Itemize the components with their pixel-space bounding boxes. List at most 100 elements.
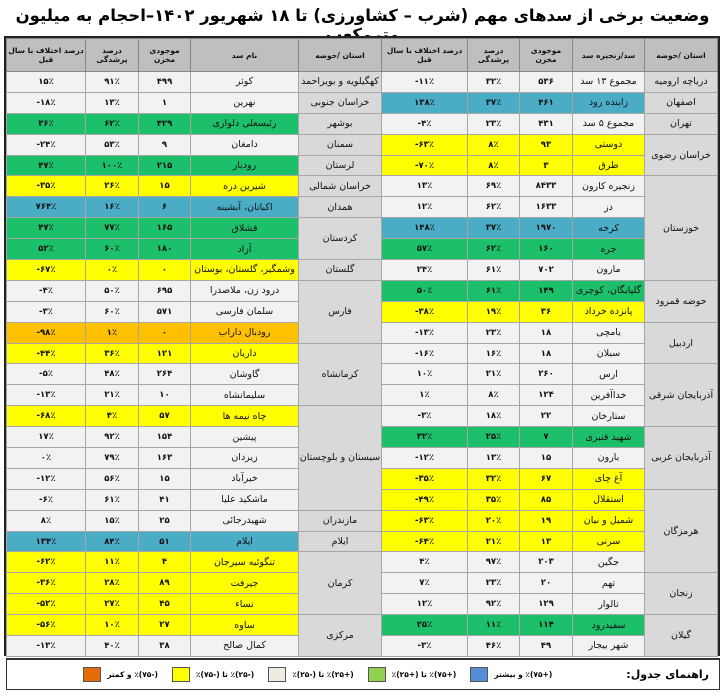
legend-label: (+۷۵)٪ تا (+۲۵)٪ [391,670,457,679]
storage-cell: ۱۴۹ [519,279,573,302]
fill-percent-cell: ۱۹٪ [467,300,520,323]
dam-name-cell: زنجیره کارون [572,175,645,198]
table-row: جره ۱۶۰ ۶۲٪ ۵۷٪ [381,238,718,261]
diff-percent-cell: -۵٪ [6,363,86,386]
legend-swatch [470,667,489,682]
storage-cell: ۱۶۳۳ [519,196,573,219]
diff-percent-cell: -۶۲٪ [6,551,86,574]
dam-name-cell: سلیمانشاه [190,384,299,407]
dam-name-cell: ماشکید علیا [190,488,299,511]
storage-cell: ۱۳ [519,530,573,553]
dam-name-cell: ساوه [190,614,299,637]
table-row: کرمان تنگوئیه سیرجان ۴ ۱۱٪ -۶۲٪ [6,551,382,616]
dam-name-cell: شهیدرجائی [190,509,299,532]
storage-cell: ۴۶۱ [519,91,573,114]
storage-cell: ۴۵ [138,593,191,616]
province-cell: اصفهان [644,91,718,114]
dam-name-cell: رودبار [190,154,299,177]
diff-percent-cell: -۳۸٪ [381,300,468,323]
storage-cell: ۱۶۳ [138,447,191,469]
dam-name-cell: زیردان [190,447,299,469]
diff-percent-cell: -۶۸٪ [6,405,86,428]
fill-percent-cell: ۴۸٪ [85,363,139,386]
table-row: سیستان و بلوچستان چاه نیمه ها ۵۷ ۴٪ -۶۸٪ [6,405,382,511]
province-cell: آذربایجان غربی [644,426,718,490]
fill-percent-cell: ۱۱٪ [85,551,139,574]
fill-percent-cell: ۲۳٪ [467,112,520,135]
diff-percent-cell: ۴۷٪ [6,154,86,177]
diff-percent-cell: -۱۲٪ [381,447,468,469]
diff-percent-cell: -۳٪ [381,405,468,428]
fill-percent-cell: ۲۰٪ [467,509,520,532]
fill-percent-cell: ۳۷٪ [467,91,520,114]
legend-swatch [171,667,190,682]
dam-name-cell: مجموع ۱۳ سد [572,71,645,93]
table-row: اصفهان زاینده رود ۴۶۱ ۳۷٪ ۱۳۸٪ [381,91,718,114]
diff-percent-cell: -۳۵٪ [6,175,86,198]
storage-cell: ۶۷ [519,467,573,490]
storage-cell: ۲۵ [138,509,191,532]
dam-name-cell: تهم [572,572,645,595]
fill-percent-cell: ۹۲٪ [85,426,139,449]
storage-cell: ۱۰ [138,384,191,407]
storage-cell: ۸۴۳۳ [519,175,573,198]
province-cell: تهران [644,112,718,135]
storage-cell: ۴۱ [138,488,191,511]
fill-percent-cell: ۶۰٪ [85,238,139,261]
table-row: زیردان ۱۶۳ ۷۹٪ ۰٪ [6,447,382,469]
dam-name-cell: وشمگیر، گلستان، بوستان [190,259,299,281]
fill-percent-cell: ۶۹٪ [467,175,520,198]
dam-name-cell: آزاد [190,238,299,261]
storage-cell: ۷ [519,426,573,449]
table-row: سرنی ۱۳ ۲۱٪ -۶۴٪ [381,530,718,553]
table-row: زنجان تهم ۲۰ ۲۳٪ ۷٪ [381,572,718,616]
diff-percent-cell: -۳٪ [6,300,86,323]
header-province: استان /حوضه [298,38,382,72]
table-row: خراسان شمالی شیرین دره ۱۵ ۲۶٪ -۳۵٪ [6,175,382,198]
storage-cell: ۱۶۰ [519,238,573,261]
fill-percent-cell: ۶۱٪ [467,259,520,281]
diff-percent-cell: -۳٪ [381,635,468,657]
table-row: سلیمانشاه ۱۰ ۲۱٪ -۱۳٪ [6,384,382,407]
fill-percent-cell: ۶۲٪ [85,112,139,135]
diff-percent-cell: ۰٪ [6,447,86,469]
province-cell: ایلام [298,530,382,553]
table-row: خراسان جنوبی نهرین ۱ ۱۳٪ -۱۸٪ [6,91,382,114]
diff-percent-cell: ۸٪ [6,509,86,532]
diff-percent-cell: -۲۴٪ [6,133,86,156]
header-fill: درصد پرشدگی [85,38,139,72]
fill-percent-cell: ۳۶٪ [85,342,139,365]
diff-percent-cell: -۵۶٪ [6,614,86,637]
dam-name-cell: سبلان [572,342,645,365]
table-row: شهر بیجار ۴۹ ۴۶٪ -۳٪ [381,635,718,657]
tables-container: استان /حوضه سد/زنجیره سد موجودی مخزن درص… [4,36,720,657]
diff-percent-cell: -۴٪ [6,279,86,302]
dam-name-cell: سلمان فارسی [190,300,299,323]
table-row: پیشین ۱۵۴ ۹۲٪ ۱۷٪ [6,426,382,449]
province-cell: کرمان [298,551,382,616]
fill-percent-cell: ۶۱٪ [467,279,520,302]
table-row: بارون ۱۵ ۱۳٪ -۱۲٪ [381,447,718,469]
header-diff: درصد اختلاف با سال قبل [6,38,86,72]
fill-percent-cell: ۴۰٪ [85,635,139,657]
header-province: استان /حوضه [644,38,718,72]
fill-percent-cell: ۷۷٪ [85,217,139,240]
storage-cell: ۵۷ [138,405,191,428]
fill-percent-cell: ۱۰۰٪ [85,154,139,177]
province-cell: بوشهر [298,112,382,135]
dam-name-cell: زاینده رود [572,91,645,114]
table-row: ستارخان ۲۲ ۱۸٪ -۳٪ [381,405,718,428]
province-cell: سیستان و بلوچستان [298,405,382,511]
right-dam-table: استان /حوضه سد/زنجیره سد موجودی مخزن درص… [381,38,718,657]
storage-cell: ۴۹ [519,635,573,657]
diff-percent-cell: -۳۵٪ [381,467,468,490]
dam-name-cell: درود زن، ملاصدرا [190,279,299,302]
table-row: فارس درود زن، ملاصدرا ۶۹۵ ۵۰٪ -۴٪ [6,279,382,344]
table-row: آذربایجان غربی شهید قنبری ۷ ۲۵٪ ۳۲٪ [381,426,718,490]
storage-cell: ۱۵۴ [138,426,191,449]
fill-percent-cell: ۲۶٪ [85,175,139,198]
table-row: پانزده خرداد ۳۶ ۱۹٪ -۳۸٪ [381,300,718,323]
fill-percent-cell: ۱۳٪ [85,91,139,114]
fill-percent-cell: ۲۳٪ [467,572,520,595]
province-cell: کرمانشاه [298,342,382,407]
